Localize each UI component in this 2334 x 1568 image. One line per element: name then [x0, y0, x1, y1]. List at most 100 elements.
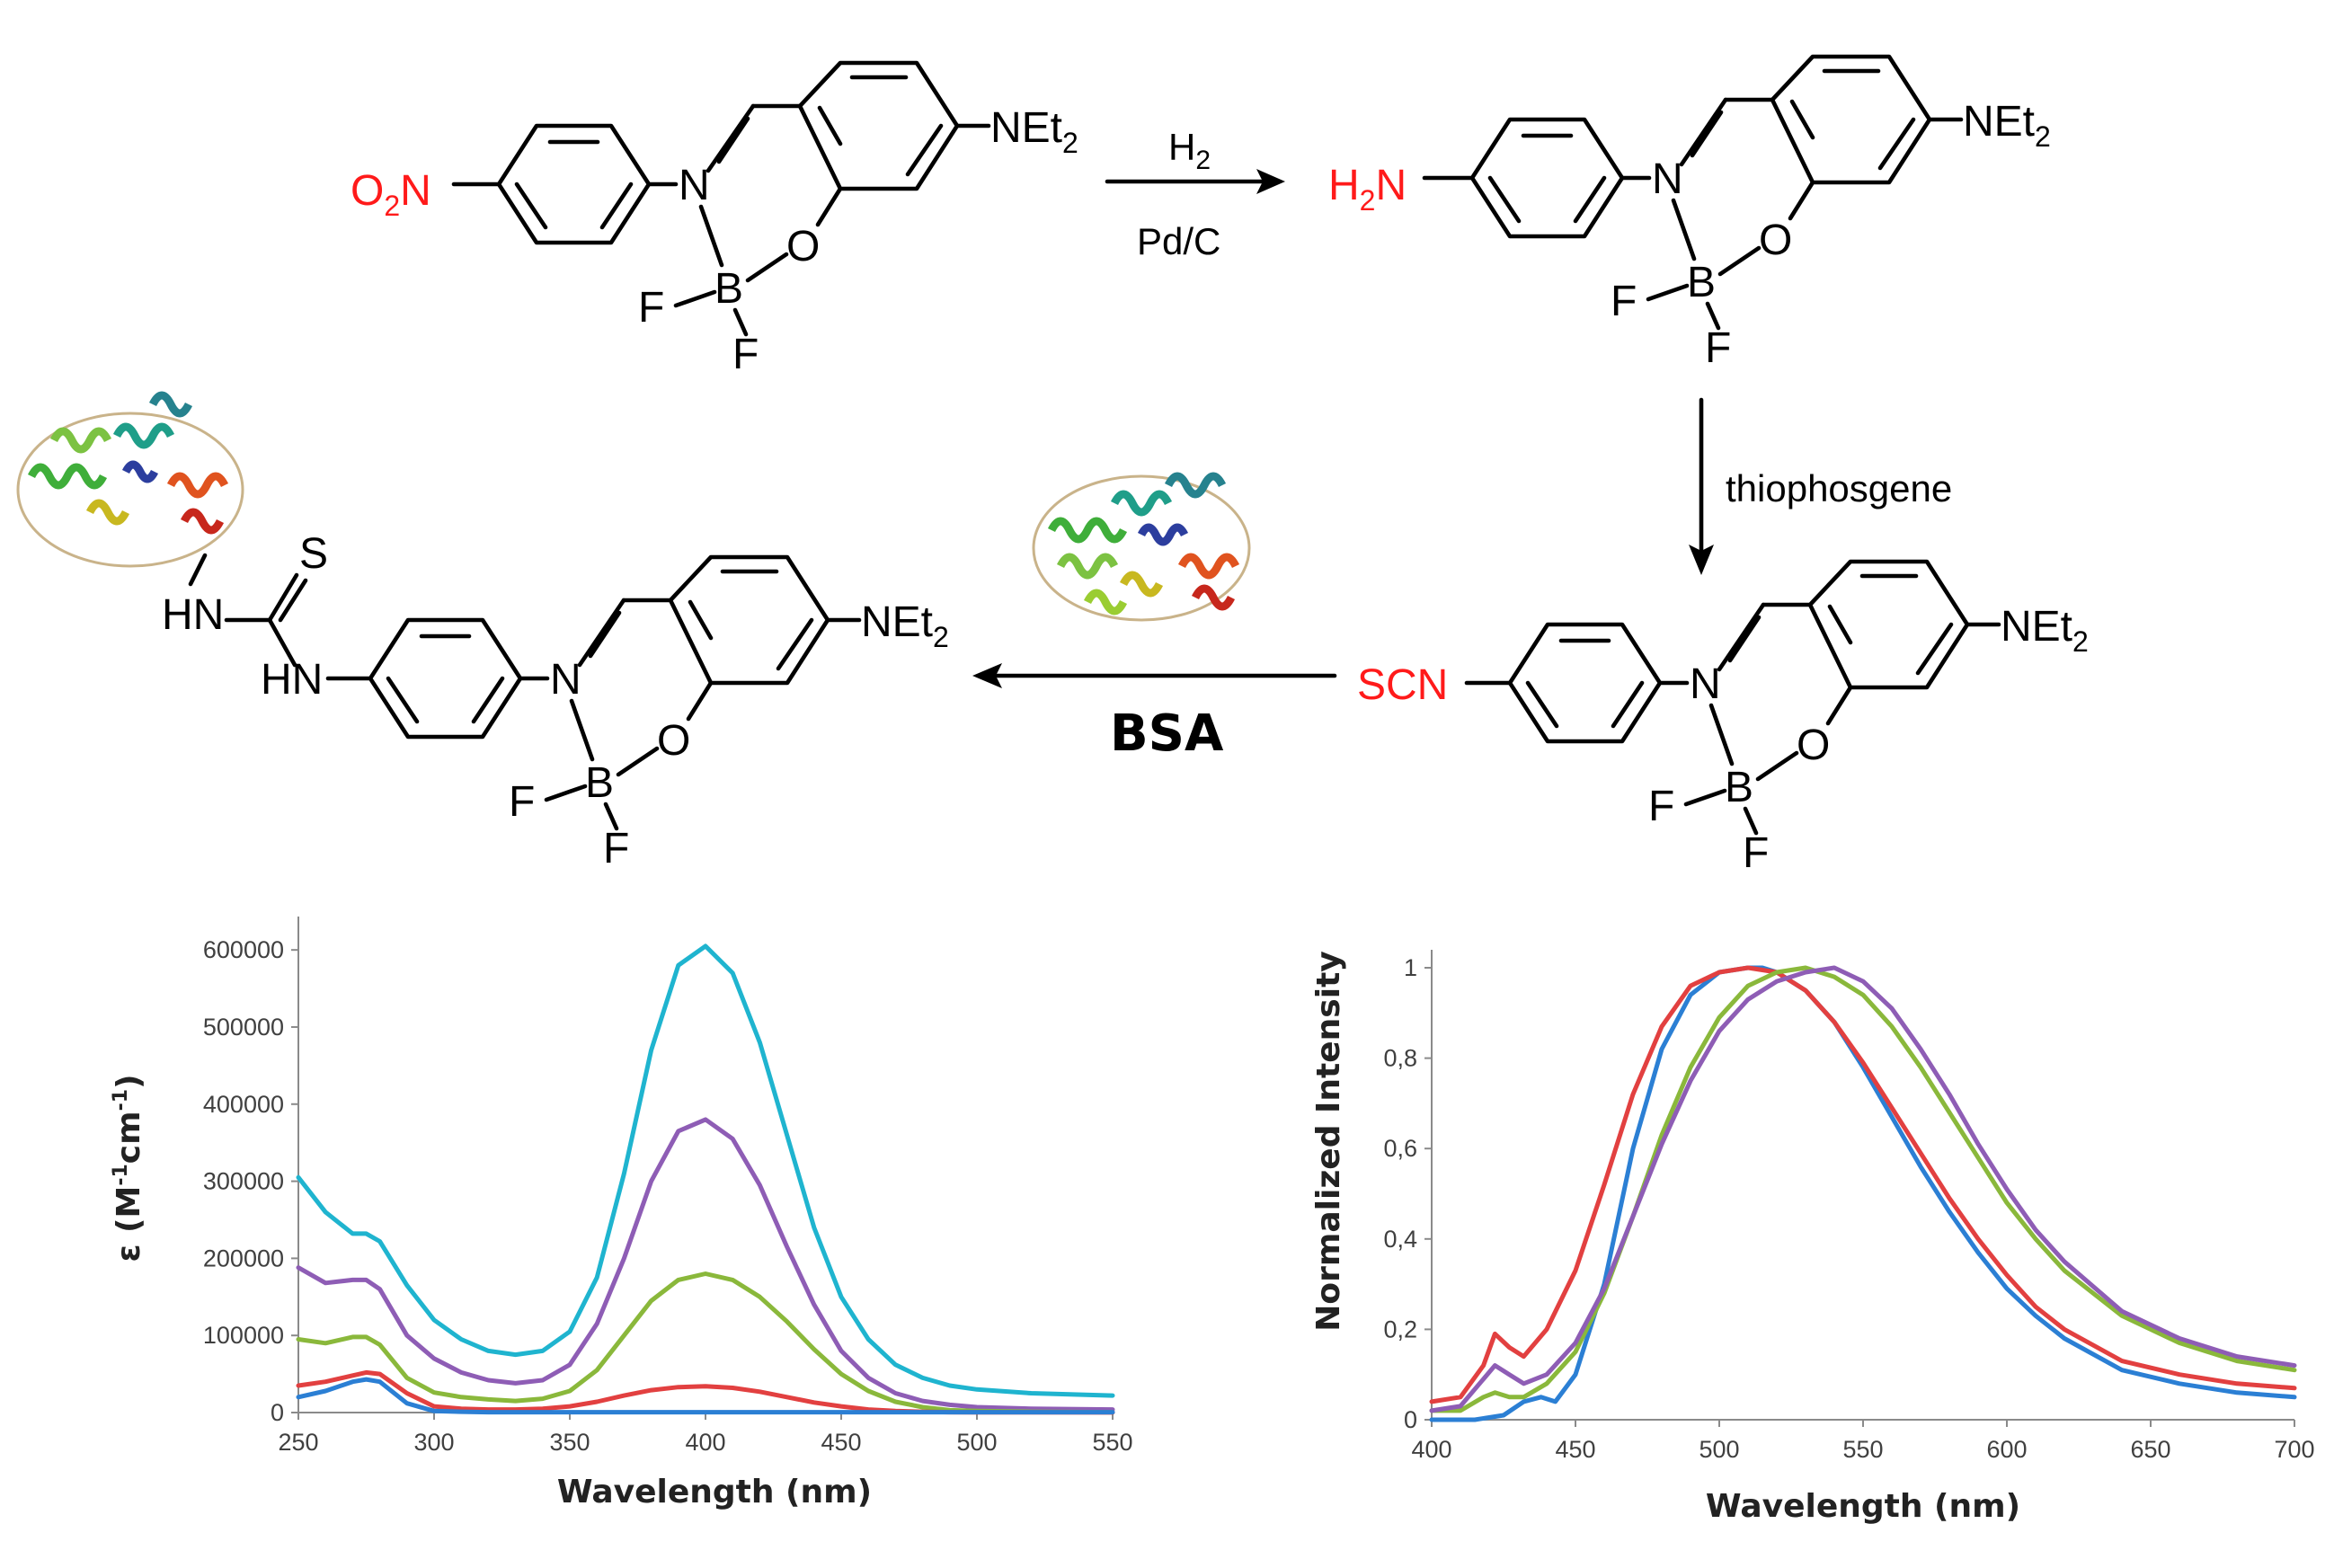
- abs-y-tick-label: 0: [271, 1399, 284, 1426]
- em-x-tick-label: 450: [1555, 1436, 1595, 1463]
- em-y-tick-label: 0,2: [1383, 1316, 1417, 1342]
- em-series-3-line: [1429, 965, 2297, 1413]
- arrow-head: [1689, 545, 1714, 575]
- bond: [1679, 97, 1728, 167]
- em-x-tick-label: 500: [1699, 1436, 1739, 1463]
- bond: [267, 617, 297, 668]
- bond: [673, 289, 717, 308]
- bond: [603, 802, 619, 831]
- em-y-tick-label: 1: [1404, 954, 1417, 981]
- em-y-axis-label: Normalized Intensity: [1310, 951, 1347, 1332]
- abs-x-axis-label: Wavelength (nm): [557, 1474, 872, 1510]
- em-x-tick-label: 700: [2274, 1436, 2314, 1463]
- bond: [1717, 602, 1766, 672]
- scn-label: SCN: [1357, 661, 1448, 709]
- b-label: B: [1725, 764, 1753, 811]
- f-label: F: [509, 778, 535, 826]
- bond: [1671, 198, 1697, 261]
- benzo-ring: [1770, 54, 1932, 185]
- reagent-h2: H2: [1168, 126, 1211, 175]
- benzo-ring: [1807, 559, 1970, 690]
- abs-series-4-line: [296, 1377, 1115, 1415]
- em-y-tick-label: 0,6: [1383, 1135, 1417, 1162]
- o-label: O: [1797, 722, 1830, 769]
- abs-x-tick-label: 550: [1092, 1429, 1132, 1456]
- bond: [1705, 301, 1721, 331]
- molecule-bsa-conjugate: HN S HN N NEt2 O B F F: [16, 391, 949, 873]
- absorption-chart: 250 300 350 400 450 500 550 0 100000 200000 300000…: [110, 917, 1133, 1510]
- f-label: F: [638, 284, 664, 332]
- amino-label: H2N: [1328, 162, 1407, 217]
- abs-series: [296, 943, 1115, 1415]
- reagent-bsa: BSA: [1110, 704, 1224, 763]
- abs-series-2-line: [296, 1271, 1115, 1415]
- double-bond: [278, 578, 308, 623]
- bond: [1717, 245, 1762, 277]
- bond: [569, 698, 595, 762]
- bond: [188, 553, 208, 587]
- reaction-arrow-3: BSA: [972, 663, 1337, 763]
- em-y-tick-label: 0,4: [1383, 1226, 1417, 1253]
- net2-label: NEt2: [1963, 98, 2051, 153]
- em-x-tick-label: 400: [1411, 1436, 1451, 1463]
- aromatic-bonds: [1827, 573, 1954, 676]
- abs-y-tick-label: 100000: [203, 1322, 284, 1349]
- bond: [616, 746, 660, 777]
- em-x-tick-label: 600: [1986, 1436, 2027, 1463]
- imine-n-label: N: [1690, 660, 1721, 708]
- em-series: [1429, 965, 2297, 1422]
- bond: [815, 186, 843, 227]
- abs-x-tick-label: 400: [685, 1429, 725, 1456]
- benzo-ring: [668, 554, 830, 686]
- abs-y-tick-label: 500000: [203, 1014, 284, 1041]
- b-label: B: [714, 265, 743, 313]
- o-label: O: [786, 223, 820, 270]
- reaction-arrow-1: H2 Pd/C: [1105, 126, 1285, 262]
- catalyst-pdc: Pd/C: [1137, 220, 1220, 262]
- imine-n-label: N: [679, 162, 710, 209]
- bond: [1755, 750, 1799, 782]
- hn-label: HN: [261, 656, 323, 704]
- aromatic-bonds: [1525, 638, 1645, 729]
- molecule-amino: H2N N NEt2 O B F F: [1328, 54, 2051, 372]
- abs-y-axis-label: ε (M-1cm-1): [110, 1074, 147, 1262]
- double-bond: [1727, 615, 1762, 663]
- em-series-0-line: [1429, 965, 2297, 1422]
- imine-n-label: N: [1652, 155, 1683, 203]
- abs-x-tick-label: 350: [549, 1429, 590, 1456]
- bond: [577, 598, 626, 668]
- imine-n-label: N: [550, 656, 581, 704]
- abs-x-tick-label: 300: [413, 1429, 454, 1456]
- double-bond: [716, 116, 750, 164]
- f-label: F: [732, 331, 759, 378]
- double-bond: [1690, 110, 1724, 158]
- b-label: B: [1687, 259, 1716, 306]
- hn-label: HN: [162, 591, 224, 639]
- em-series-2-line: [1429, 965, 2297, 1413]
- bond: [732, 307, 749, 337]
- net2-label: NEt2: [861, 598, 949, 653]
- abs-y-tick-label: 300000: [203, 1168, 284, 1195]
- abs-x-tick-label: 250: [278, 1429, 318, 1456]
- aromatic-bonds: [1789, 68, 1916, 171]
- bond: [1788, 180, 1815, 221]
- bond: [267, 572, 299, 623]
- bond: [686, 680, 714, 722]
- aromatic-bonds: [514, 139, 634, 230]
- bond: [698, 204, 724, 268]
- benzo-ring: [797, 60, 960, 191]
- o-label: O: [657, 717, 690, 765]
- f-label: F: [1743, 829, 1769, 877]
- molecule-nitro: O2N N NEt2 O B F F: [351, 60, 1078, 378]
- o-label: O: [1759, 217, 1792, 264]
- bond: [1646, 283, 1690, 302]
- abs-y-tick-label: 600000: [203, 936, 284, 963]
- bond: [706, 103, 756, 173]
- molecule-isothiocyanate: SCN N NEt2 O B F F: [1357, 559, 2089, 877]
- reaction-arrow-2: thiophosgene: [1689, 397, 1952, 575]
- f-label: F: [1611, 278, 1637, 325]
- double-bond: [588, 610, 622, 659]
- em-y-tick-label: 0,8: [1383, 1045, 1417, 1072]
- abs-y-tick-label: 400000: [203, 1091, 284, 1118]
- net2-label: NEt2: [990, 104, 1078, 159]
